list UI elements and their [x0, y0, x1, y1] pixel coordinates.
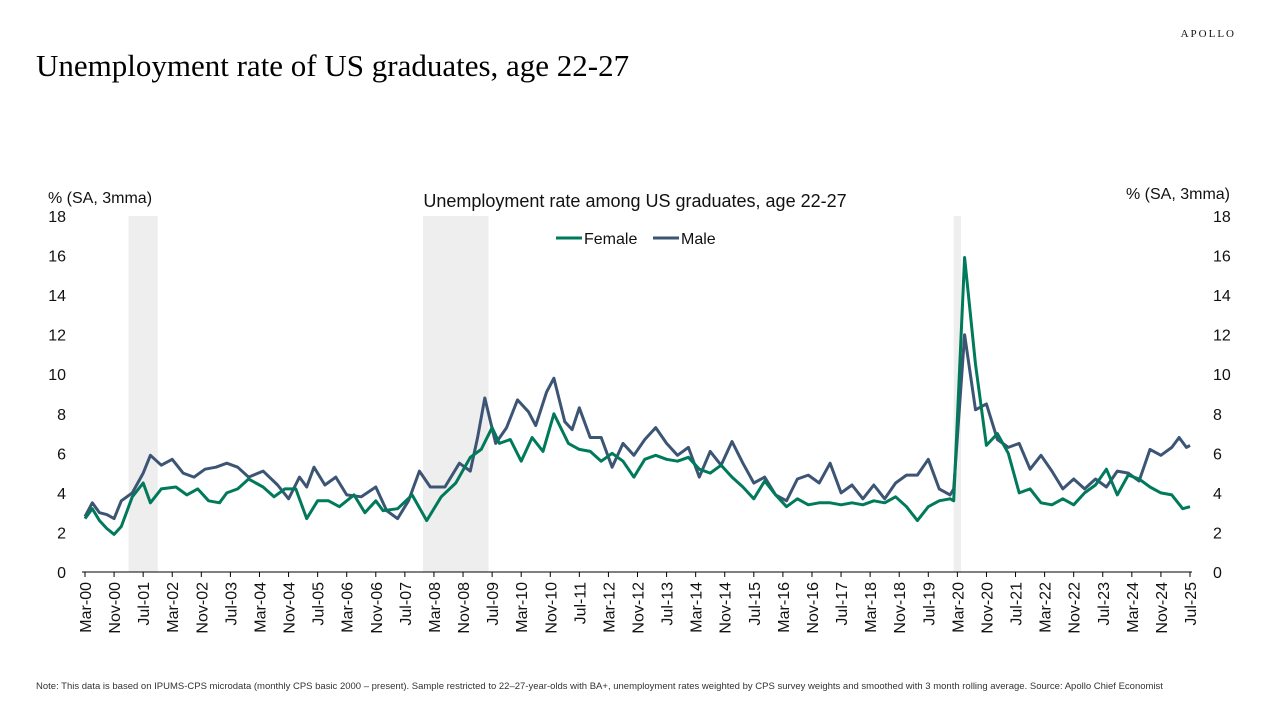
x-tick-label: Mar-10: [514, 582, 531, 633]
x-tick-label: Mar-04: [252, 582, 269, 633]
y-axis-label-right: % (SA, 3mma): [1126, 186, 1230, 203]
x-tick-label: Nov-18: [892, 582, 909, 634]
y-tick-label-right: 6: [1213, 446, 1222, 463]
recession-band-2: [423, 216, 489, 572]
y-tick-label-right: 4: [1213, 486, 1222, 503]
x-tick-label: Mar-12: [601, 582, 618, 633]
series-line-male: [83, 333, 1191, 521]
brand-logo: APOLLO: [1180, 28, 1236, 40]
x-tick-label: Mar-02: [165, 582, 182, 633]
y-ticks-left: 0 2 4 6 8 10 12 14 16 18: [48, 209, 66, 582]
y-tick-label-right: 10: [1213, 367, 1231, 384]
x-tick-label: Mar-20: [950, 582, 967, 633]
x-tick-label: Jul-17: [834, 582, 851, 626]
x-tick-label: Jul-19: [921, 582, 938, 626]
y-axis-label-left: % (SA, 3mma): [48, 190, 152, 207]
y-tick-label-left: 6: [57, 446, 66, 463]
x-tick-label: Jul-05: [311, 582, 328, 626]
y-tick-label-right: 18: [1213, 209, 1231, 226]
y-tick-label-right: 0: [1213, 565, 1222, 582]
legend-label-female: Female: [584, 231, 637, 248]
x-tick-label: Jul-09: [485, 582, 502, 626]
x-tick-label: Jul-13: [660, 582, 677, 626]
x-tick-label: Nov-16: [805, 582, 822, 634]
page-title: Unemployment rate of US graduates, age 2…: [36, 48, 630, 83]
y-tick-label-left: 10: [48, 367, 66, 384]
legend-label-male: Male: [681, 231, 716, 248]
y-tick-label-right: 14: [1213, 288, 1231, 305]
x-tick-label: Mar-24: [1125, 582, 1142, 633]
y-tick-label-left: 18: [48, 209, 66, 226]
y-tick-label-left: 4: [57, 486, 66, 503]
x-tick-label: Mar-06: [340, 582, 357, 633]
x-tick-label: Nov-24: [1154, 582, 1171, 634]
x-tick-label: Jul-23: [1096, 582, 1113, 626]
x-tick-label: Jul-15: [747, 582, 764, 626]
series-line-female: [83, 256, 1191, 536]
y-ticks-right: 0 2 4 6 8 10 12 14 16 18: [1213, 209, 1231, 582]
x-tick-label: Jul-03: [223, 582, 240, 626]
x-tick-label: Jul-07: [398, 582, 415, 626]
footnote: Note: This data is based on IPUMS-CPS mi…: [36, 681, 1163, 692]
x-tick-label: Jul-25: [1183, 582, 1200, 626]
chart-title: Unemployment rate among US graduates, ag…: [423, 191, 846, 211]
x-tick-label: Nov-10: [543, 582, 560, 634]
series-layer: [83, 256, 1191, 536]
x-tick-label: Nov-06: [369, 582, 386, 634]
x-tick-label: Mar-22: [1038, 582, 1055, 633]
x-tick-label: Jul-21: [1009, 582, 1026, 626]
x-tick-label: Mar-14: [689, 582, 706, 633]
y-tick-label-left: 16: [48, 249, 66, 266]
legend: Female Male: [556, 231, 716, 248]
x-tick-label: Jul-11: [572, 582, 589, 624]
y-tick-label-left: 8: [57, 407, 66, 424]
x-tick-label: Nov-04: [282, 582, 299, 634]
x-tick-label: Mar-18: [863, 582, 880, 633]
x-tick-label: Nov-08: [456, 582, 473, 634]
x-tick-label: Nov-00: [107, 582, 124, 634]
x-ticks: Mar-00 Nov-00 Jul-01 Mar-02 Nov-02 Jul-03 Mar-…: [78, 572, 1200, 634]
y-tick-label-right: 2: [1213, 525, 1222, 542]
y-tick-label-right: 12: [1213, 328, 1231, 345]
x-tick-label: Nov-20: [979, 582, 996, 634]
x-tick-label: Mar-16: [776, 582, 793, 633]
x-tick-label: Nov-02: [194, 582, 211, 634]
y-tick-label-right: 8: [1213, 407, 1222, 424]
x-tick-label: Mar-08: [427, 582, 444, 633]
x-tick-label: Nov-22: [1067, 582, 1084, 634]
line-chart: Unemployment rate among US graduates, ag…: [48, 186, 1231, 634]
x-tick-label: Nov-12: [631, 582, 648, 634]
y-tick-label-left: 0: [57, 565, 66, 582]
x-tick-label: Mar-00: [78, 582, 95, 633]
x-tick-label: Nov-14: [718, 582, 735, 634]
recession-band-1: [128, 216, 158, 572]
y-tick-label-right: 16: [1213, 249, 1231, 266]
y-tick-label-left: 2: [57, 525, 66, 542]
y-tick-label-left: 14: [48, 288, 66, 305]
x-tick-label: Jul-01: [136, 582, 153, 626]
y-tick-label-left: 12: [48, 328, 66, 345]
